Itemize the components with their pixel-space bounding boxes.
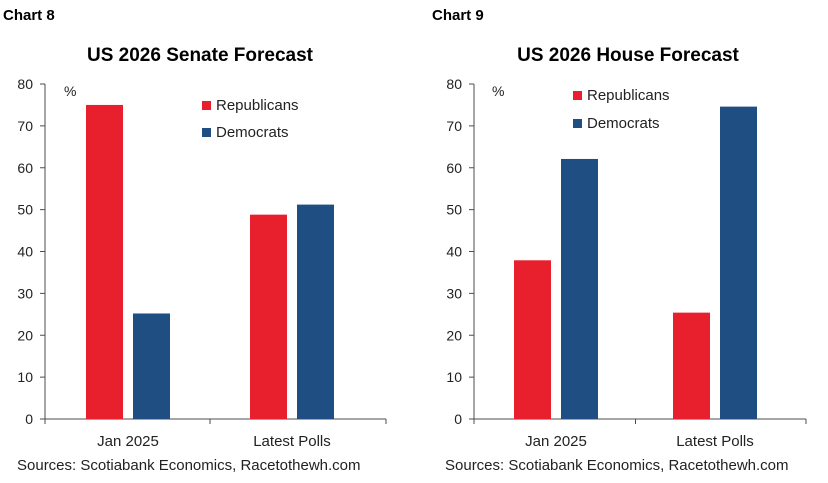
- senate-forecast-panel: Chart 8 US 2026 Senate Forecast 0 10 20 30 40…: [3, 7, 387, 474]
- x-tick-label: Jan 2025: [97, 433, 159, 450]
- y-tick-label: 0: [25, 411, 33, 427]
- bar-democrats-0: [133, 313, 170, 419]
- bar-democrats-1: [720, 106, 757, 420]
- x-tick-label: Jan 2025: [525, 433, 587, 450]
- chart-title: US 2026 Senate Forecast: [87, 45, 314, 66]
- chart-number-label: Chart 8: [3, 7, 55, 24]
- y-tick-label: 80: [446, 76, 462, 92]
- y-tick-label: 10: [17, 369, 33, 385]
- x-tick-label: Latest Polls: [676, 433, 754, 450]
- y-tick-label: 30: [17, 285, 33, 301]
- legend-swatch-republicans: [573, 91, 582, 100]
- y-tick-label: 20: [17, 327, 33, 343]
- y-tick-label: 80: [17, 76, 33, 92]
- legend-swatch-democrats: [202, 128, 211, 137]
- y-tick-label: 60: [17, 160, 33, 176]
- y-tick-label: 20: [446, 327, 462, 343]
- house-forecast-chart: US 2026 House Forecast 0 10 20 30 40 50 60 70 80%…: [446, 45, 807, 450]
- house-forecast-panel: Chart 9 US 2026 House Forecast 0 10 20 30 40 5…: [414, 0, 828, 483]
- y-unit-label: %: [64, 83, 76, 99]
- legend-label-democrats: Democrats: [216, 124, 289, 141]
- bar-democrats-1: [297, 204, 334, 419]
- senate-forecast-chart: US 2026 Senate Forecast 0 10 20 30 40 50 60 70 80…: [17, 45, 387, 450]
- y-tick-label: 50: [17, 202, 33, 218]
- legend-swatch-democrats: [573, 119, 582, 128]
- y-tick-label: 70: [17, 118, 33, 134]
- x-tick-label: Latest Polls: [253, 433, 331, 450]
- legend-label-republicans: Republicans: [216, 97, 299, 114]
- bar-republicans-0: [514, 260, 551, 419]
- y-tick-label: 0: [454, 411, 462, 427]
- chart-title: US 2026 House Forecast: [517, 45, 739, 66]
- y-tick-label: 70: [446, 118, 462, 134]
- y-tick-label: 10: [446, 369, 462, 385]
- legend-label-republicans: Republicans: [587, 87, 670, 104]
- y-unit-label: %: [492, 83, 504, 99]
- y-tick-label: 50: [446, 202, 462, 218]
- bar-republicans-1: [250, 214, 287, 419]
- bar-republicans-1: [673, 312, 710, 419]
- y-tick-label: 40: [17, 244, 33, 260]
- y-tick-label: 30: [446, 285, 462, 301]
- legend-swatch-republicans: [202, 101, 211, 110]
- bar-democrats-0: [561, 158, 598, 420]
- source-note: Sources: Scotiabank Economics, Racetothe…: [17, 457, 361, 474]
- y-tick-label: 40: [446, 244, 462, 260]
- chart-number-label: Chart 9: [432, 7, 484, 24]
- y-tick-label: 60: [446, 160, 462, 176]
- source-note: Sources: Scotiabank Economics, Racetothe…: [445, 457, 789, 474]
- legend-label-democrats: Democrats: [587, 115, 660, 132]
- bar-republicans-0: [86, 104, 123, 419]
